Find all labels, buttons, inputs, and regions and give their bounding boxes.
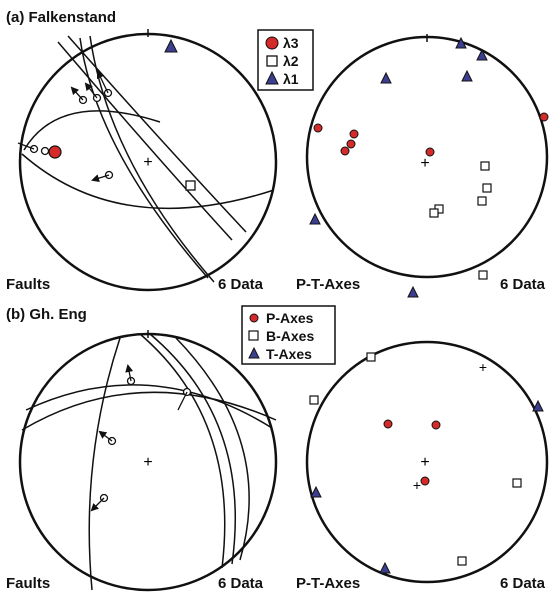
legend-a: λ3 λ2 λ1: [257, 29, 314, 91]
t-axis-point: [379, 561, 391, 574]
t-axis-point: [455, 36, 467, 49]
legend-square-icon: [266, 55, 278, 67]
lambda2-point: [185, 180, 196, 191]
fault-trace: [89, 35, 215, 283]
fault-trace: [139, 333, 226, 569]
faults-count-a: 6 Data: [218, 276, 264, 293]
b-axis-point: [457, 556, 467, 566]
b-axis-cross: +: [413, 477, 421, 493]
p-axis-point: [340, 146, 350, 156]
p-axis-point: [431, 420, 441, 430]
faults-label-b: Faults: [6, 575, 50, 592]
slip-arrow: [90, 497, 105, 512]
pt-label-b: P-T-Axes: [296, 575, 360, 592]
p-axis-point: [349, 129, 359, 139]
fault-trace: [23, 110, 161, 151]
b-axis-cross: +: [479, 359, 487, 375]
pt-net-b: + + +: [305, 340, 549, 584]
legend-red-circle-icon: [249, 313, 259, 323]
t-axis-point: [309, 212, 321, 225]
legend-label: T-Axes: [266, 346, 312, 362]
net-outline: [305, 340, 549, 584]
p-axis-point: [313, 123, 323, 133]
t-axis-point: [532, 399, 544, 412]
fault-trace: [67, 35, 247, 233]
fault-trace: [79, 37, 209, 279]
p-axis-point: [420, 476, 430, 486]
legend-label: B-Axes: [266, 328, 314, 344]
pt-label-a: P-T-Axes: [296, 276, 360, 293]
legend-label: λ2: [283, 53, 299, 69]
slip-arrow: [84, 82, 98, 99]
legend-label: P-Axes: [266, 310, 314, 326]
legend-square-icon: [248, 330, 259, 341]
b-axis-point: [512, 478, 522, 488]
legend-triangle-icon: [265, 70, 279, 85]
slip-arrow: [17, 142, 35, 150]
legend-triangle-icon: [248, 346, 260, 359]
t-axis-point: [310, 485, 322, 498]
slip-arrow: [91, 174, 110, 183]
slip-arrow: [177, 391, 188, 411]
legend-label: λ1: [283, 71, 299, 87]
pt-count-b: 6 Data: [500, 575, 546, 592]
b-axis-point: [480, 161, 490, 171]
slip-arrow: [70, 86, 84, 101]
fault-trace: [57, 41, 233, 241]
b-axis-point: [366, 352, 376, 362]
lambda1-point: [164, 38, 178, 53]
legend-b: P-Axes B-Axes T-Axes: [241, 305, 336, 365]
slip-arrow: [98, 430, 113, 442]
b-axis-point: [478, 270, 488, 280]
faults-label-a: Faults: [6, 276, 50, 293]
fault-trace: [25, 384, 273, 429]
b-axis-point: [482, 183, 492, 193]
p-axis-point: [383, 419, 393, 429]
b-axis-point: [477, 196, 487, 206]
panel-b-title: (b) Gh. Eng: [6, 306, 87, 323]
center-cross: +: [143, 454, 152, 471]
slip-marker: [40, 146, 50, 156]
b-axis-point: [429, 208, 439, 218]
legend-red-circle-icon: [265, 36, 279, 50]
lambda3-point: [48, 145, 62, 159]
p-axis-point: [539, 112, 549, 122]
faults-net-b: +: [18, 330, 278, 592]
fault-trace: [149, 333, 237, 565]
t-axis-point: [461, 69, 473, 82]
slip-arrow: [125, 364, 134, 382]
faults-net-a: +: [17, 29, 278, 292]
fault-trace: [21, 391, 277, 431]
p-axis-point: [346, 139, 356, 149]
b-axis-point: [309, 395, 319, 405]
pt-net-a: +: [305, 34, 549, 298]
fault-trace: [88, 337, 121, 591]
legend-label: λ3: [283, 35, 299, 51]
pt-count-a: 6 Data: [500, 276, 546, 293]
slip-arrow: [96, 70, 109, 94]
panel-a-title: (a) Falkenstand: [6, 9, 116, 26]
center-cross: +: [420, 454, 429, 471]
t-axis-point: [407, 285, 419, 298]
faults-count-b: 6 Data: [218, 575, 264, 592]
t-axis-point: [476, 48, 488, 61]
p-axis-point: [425, 147, 435, 157]
center-cross: +: [143, 154, 152, 171]
fault-trace: [175, 337, 250, 561]
center-cross: +: [420, 155, 429, 172]
fault-trace: [21, 153, 275, 210]
t-axis-point: [380, 71, 392, 84]
